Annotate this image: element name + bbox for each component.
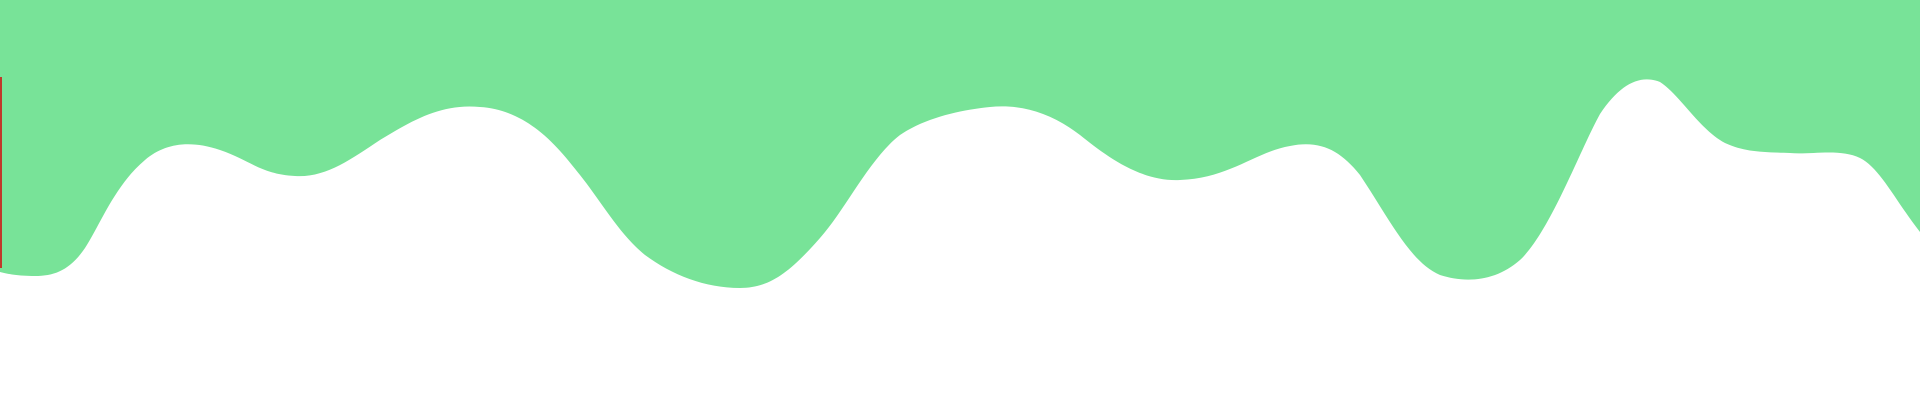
drip-wave-shape [0, 0, 1920, 288]
red-edge-marker [0, 77, 2, 268]
